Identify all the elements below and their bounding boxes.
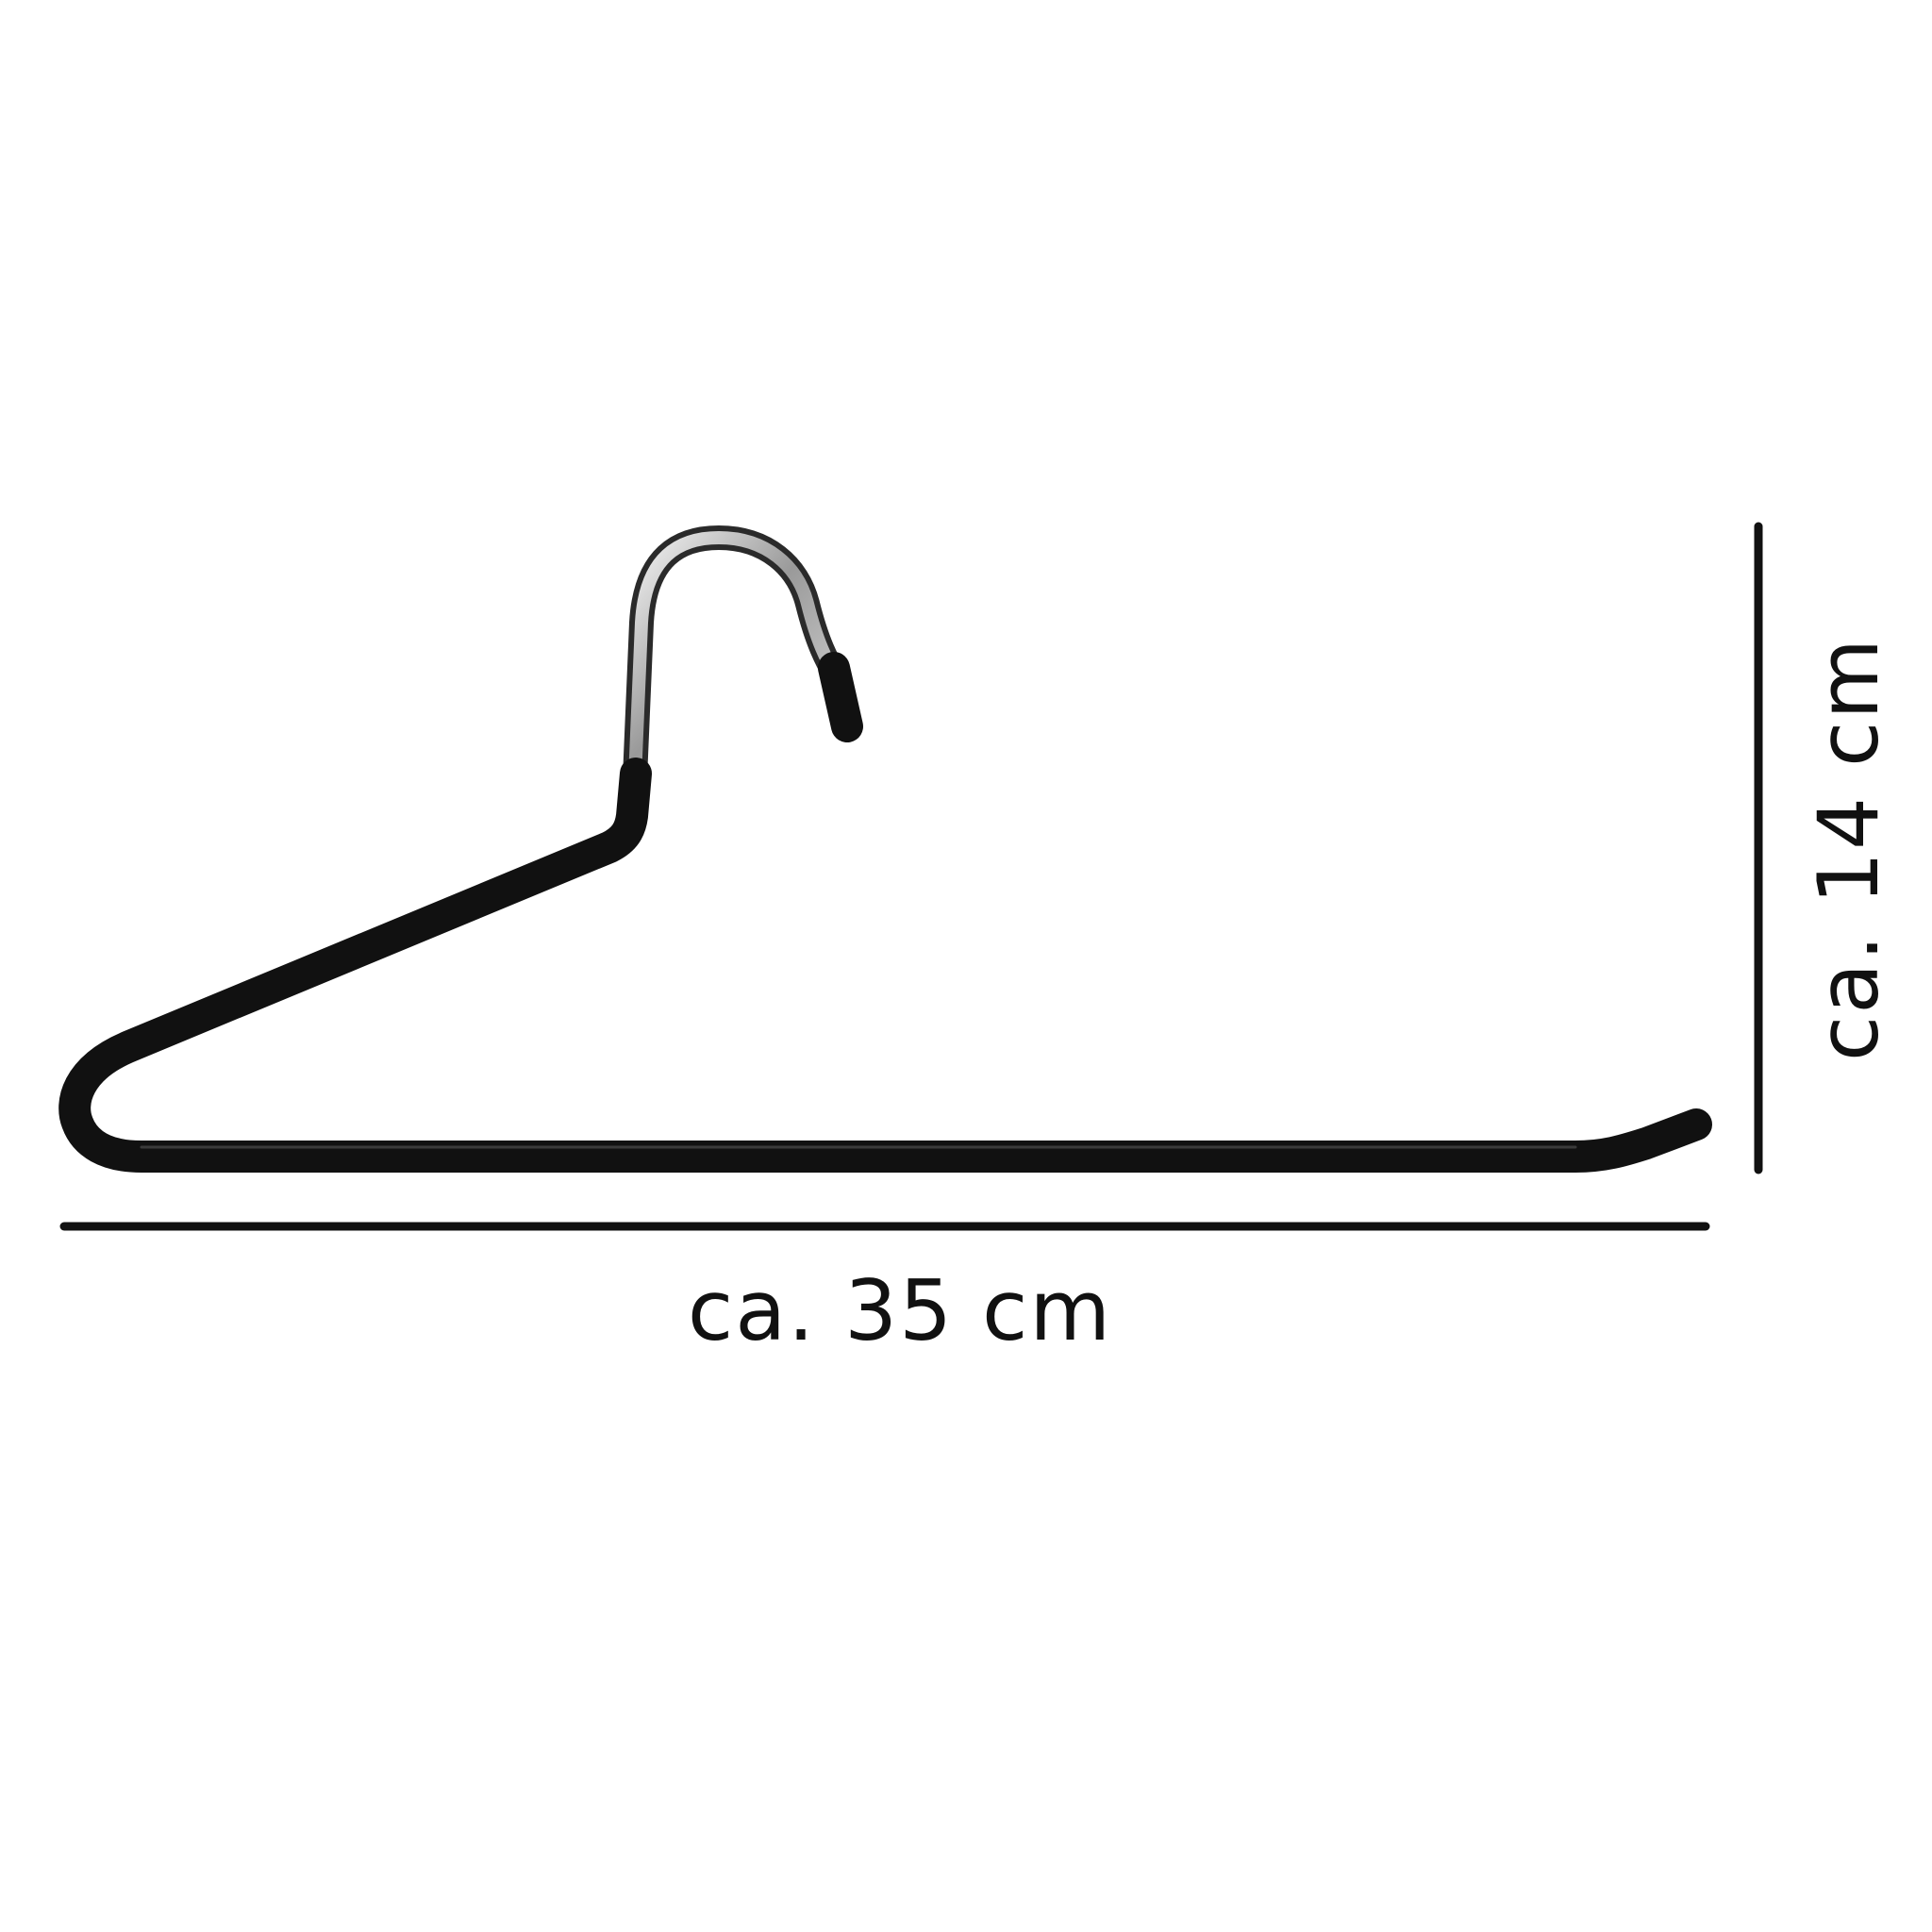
hanger-hook [623, 525, 850, 791]
width-dimension-label: ca. 35 cm [688, 1262, 1112, 1359]
hanger-body [58, 758, 1712, 1173]
hook-end-cap [818, 652, 863, 742]
hanger-hook-shine [628, 530, 844, 785]
height-dimension-label: ca. 14 cm [1800, 637, 1897, 1061]
hanger [58, 525, 1712, 1173]
